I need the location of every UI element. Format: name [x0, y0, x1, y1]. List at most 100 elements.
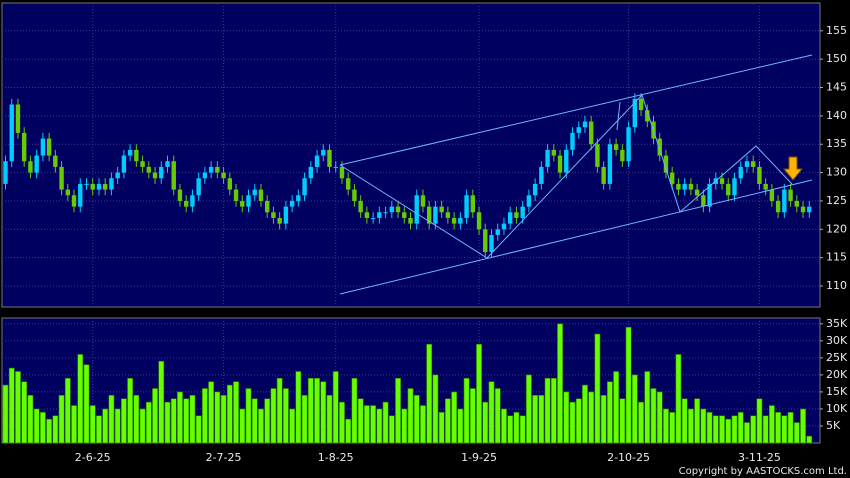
candle-body [96, 183, 102, 190]
candle-body [763, 183, 768, 190]
candle-body [595, 144, 600, 167]
y-tick-label: 135 [826, 137, 847, 150]
y-tick-label: 20K [826, 368, 848, 381]
volume-bar [588, 391, 595, 444]
volume-bar [388, 415, 395, 444]
candle-body [370, 217, 376, 219]
volume-bar [214, 391, 221, 444]
candle-body [676, 183, 681, 190]
volume-bar [519, 415, 526, 444]
volume-bar [2, 384, 9, 444]
volume-bar [245, 388, 252, 444]
volume-bar [8, 367, 15, 444]
volume-bar [170, 398, 177, 444]
volume-bar [694, 398, 701, 444]
volume-bar [58, 395, 65, 444]
volume-bar [351, 377, 358, 444]
volume-bar [15, 371, 21, 444]
volume-bar [569, 401, 576, 444]
volume-bar [64, 377, 71, 444]
candle-body [152, 172, 158, 179]
volume-bar [189, 395, 196, 444]
candle-body [408, 217, 413, 224]
candle-body [140, 161, 145, 167]
candle-body [669, 172, 675, 184]
candle-body [520, 206, 525, 218]
candle-body [439, 206, 444, 213]
volume-bar [164, 401, 171, 444]
candle-body [645, 110, 650, 122]
candle-body [414, 195, 419, 224]
zigzag-mark [616, 101, 621, 131]
candle-body [159, 166, 164, 179]
candle-body [202, 172, 208, 179]
candle-body [750, 161, 756, 167]
volume-bar [120, 398, 127, 444]
candle-body [433, 206, 438, 224]
y-tick-label: 30K [826, 334, 848, 347]
candle-body [277, 217, 282, 224]
price-panel [1, 2, 821, 308]
candle-body [476, 212, 482, 230]
volume-bar [476, 343, 482, 444]
candle-body [788, 189, 793, 201]
candle-body [539, 166, 544, 184]
candle-body [726, 183, 731, 196]
x-tick-label: 2-10-25 [607, 451, 650, 464]
volume-bar [606, 381, 613, 444]
candle-body [121, 155, 127, 173]
candle-body [177, 189, 183, 201]
volume-bar [89, 405, 96, 444]
candle-body [694, 189, 700, 196]
volume-bar [532, 395, 539, 444]
candle-body [601, 166, 606, 184]
volume-bar [513, 412, 520, 444]
volume-bar [239, 408, 246, 444]
volume-bar [357, 398, 364, 444]
volume-bar [201, 388, 208, 444]
x-tick-label: 2-7-25 [206, 451, 242, 464]
volume-bar [314, 377, 320, 444]
volume-bar [482, 401, 489, 444]
candle-body [59, 166, 64, 190]
volume-bar [264, 398, 271, 444]
candle-body [807, 206, 812, 213]
volume-bar [339, 401, 345, 444]
volume-bar [631, 374, 638, 444]
candle-body [190, 195, 195, 207]
x-tick-label: 3-11-25 [738, 451, 781, 464]
volume-bar [401, 408, 408, 444]
volume-bar [781, 415, 788, 444]
candle-body [15, 104, 21, 133]
volume-bar [83, 364, 90, 444]
candle-body [233, 189, 239, 201]
candle-body [364, 212, 370, 218]
volume-bar [719, 415, 725, 444]
candle-body [514, 212, 519, 218]
candle-body [395, 206, 401, 213]
volume-bar [550, 377, 557, 444]
volume-bar [675, 354, 682, 444]
volume-bar [750, 415, 757, 444]
candle-body [451, 217, 457, 224]
volume-bar [756, 398, 763, 444]
volume-bar [413, 395, 420, 444]
candle-body [576, 127, 581, 133]
candle-body [719, 178, 725, 184]
volume-bar [681, 398, 688, 444]
candle-body [252, 189, 257, 196]
y-tick-label: 35K [826, 317, 848, 330]
candle-body [744, 161, 750, 167]
volume-bar [575, 398, 582, 444]
candle-body [582, 121, 588, 128]
candle-body [732, 178, 737, 196]
volume-bar [762, 415, 769, 444]
volume-bar [600, 395, 607, 444]
candle-body [196, 178, 201, 196]
volume-bar [108, 395, 115, 444]
volume-bar [582, 384, 588, 444]
candle-body [526, 195, 532, 207]
candle-body [289, 200, 295, 207]
x-tick-label: 2-6-25 [75, 451, 111, 464]
y-tick-label: 15K [826, 385, 848, 398]
